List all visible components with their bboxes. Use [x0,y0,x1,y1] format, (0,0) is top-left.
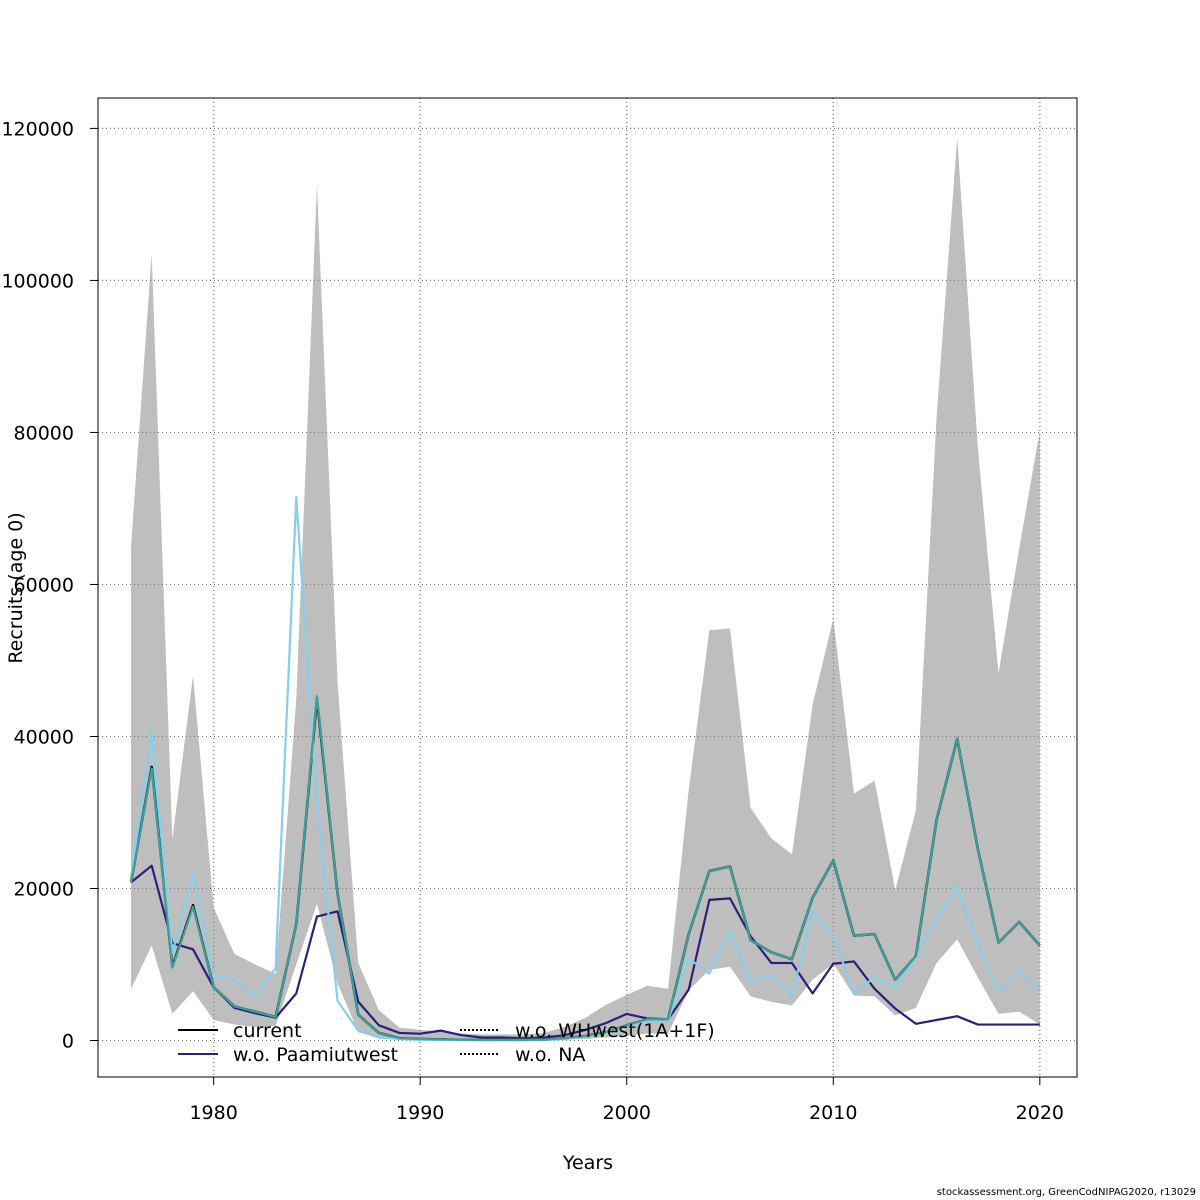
legend-label: w.o. WHwest(1A+1F) [515,1020,715,1042]
legend-label: w.o. NA [515,1044,585,1066]
plot-frame [97,97,1078,1078]
x-axis: 1980 1990 2000 2010 2020 [189,1077,1064,1124]
footer-credit: stockassessment.org, GreenCodNIPAG2020, … [936,1187,1196,1198]
series-line-w-o-na [129,695,1041,1042]
series-lines [129,495,1041,1042]
y-axis: 0 20000 40000 60000 80000 100000 120000 [1,118,98,1053]
y-tick-label: 40000 [14,726,74,748]
series-line-w-o-paamiutwest [130,864,1040,1040]
y-tick-label: 80000 [14,422,74,444]
x-tick-label: 2010 [809,1102,857,1124]
x-tick-label: 1990 [396,1102,444,1124]
confidence-band [131,137,1040,1041]
y-tick-label: 0 [62,1031,74,1053]
y-tick-label: 100000 [1,270,74,292]
x-axis-label: Years [562,1152,613,1174]
legend-label: current [233,1020,302,1042]
confidence-band-area [131,137,1040,1041]
legend-label: w.o. Paamiutwest [233,1044,398,1066]
y-tick-label: 120000 [1,118,74,140]
y-tick-label: 60000 [14,574,74,596]
y-tick-label: 20000 [14,878,74,900]
y-axis-label: Recruits (age 0) [5,512,27,663]
x-tick-label: 2000 [603,1102,651,1124]
x-tick-label: 1980 [189,1102,237,1124]
x-tick-label: 2020 [1016,1102,1064,1124]
